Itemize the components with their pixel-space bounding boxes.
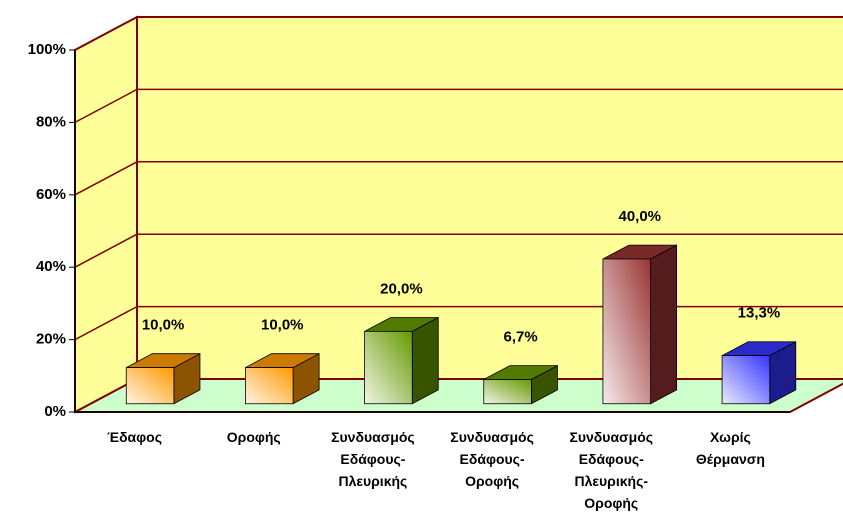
y-tick-label: 80% — [36, 113, 66, 130]
y-tick-label: 0% — [44, 403, 66, 420]
back-wall — [136, 16, 843, 380]
x-tick-label: Συνδυασμός Εδάφους- Πλευρικής- Οροφής — [569, 429, 654, 511]
x-tick-label: Οροφής — [226, 429, 281, 445]
data-label: 13,3% — [738, 305, 781, 322]
grid-line — [74, 16, 138, 51]
grid-line — [74, 88, 138, 124]
bar — [721, 355, 771, 405]
bar — [602, 258, 651, 405]
x-tick-label: Συνδυασμός Εδάφους- Οροφής — [450, 429, 534, 489]
data-label: 10,0% — [261, 317, 304, 334]
x-tick-label: Έδαφος — [107, 429, 163, 445]
grid-line — [74, 233, 138, 268]
bar — [125, 367, 175, 405]
y-tick-label: 20% — [36, 331, 66, 348]
data-label: 40,0% — [618, 208, 661, 225]
bar — [483, 379, 532, 405]
bar — [245, 367, 294, 405]
data-label: 6,7% — [504, 329, 538, 346]
y-tick-label: 40% — [36, 258, 66, 275]
y-tick-label: 100% — [28, 41, 66, 58]
bar-side — [650, 244, 678, 405]
side-wall — [74, 15, 138, 414]
x-tick-label: Συνδυασμός Εδάφους- Πλευρικής — [331, 429, 415, 489]
grid-line — [74, 305, 138, 341]
bar-side — [411, 316, 439, 405]
x-tick-label: Χωρίς Θέρμανση — [695, 429, 765, 467]
data-label: 20,0% — [380, 280, 423, 297]
data-label: 10,0% — [142, 317, 185, 334]
bar — [364, 330, 413, 405]
grid-line — [74, 161, 138, 196]
y-tick-label: 60% — [36, 186, 66, 203]
